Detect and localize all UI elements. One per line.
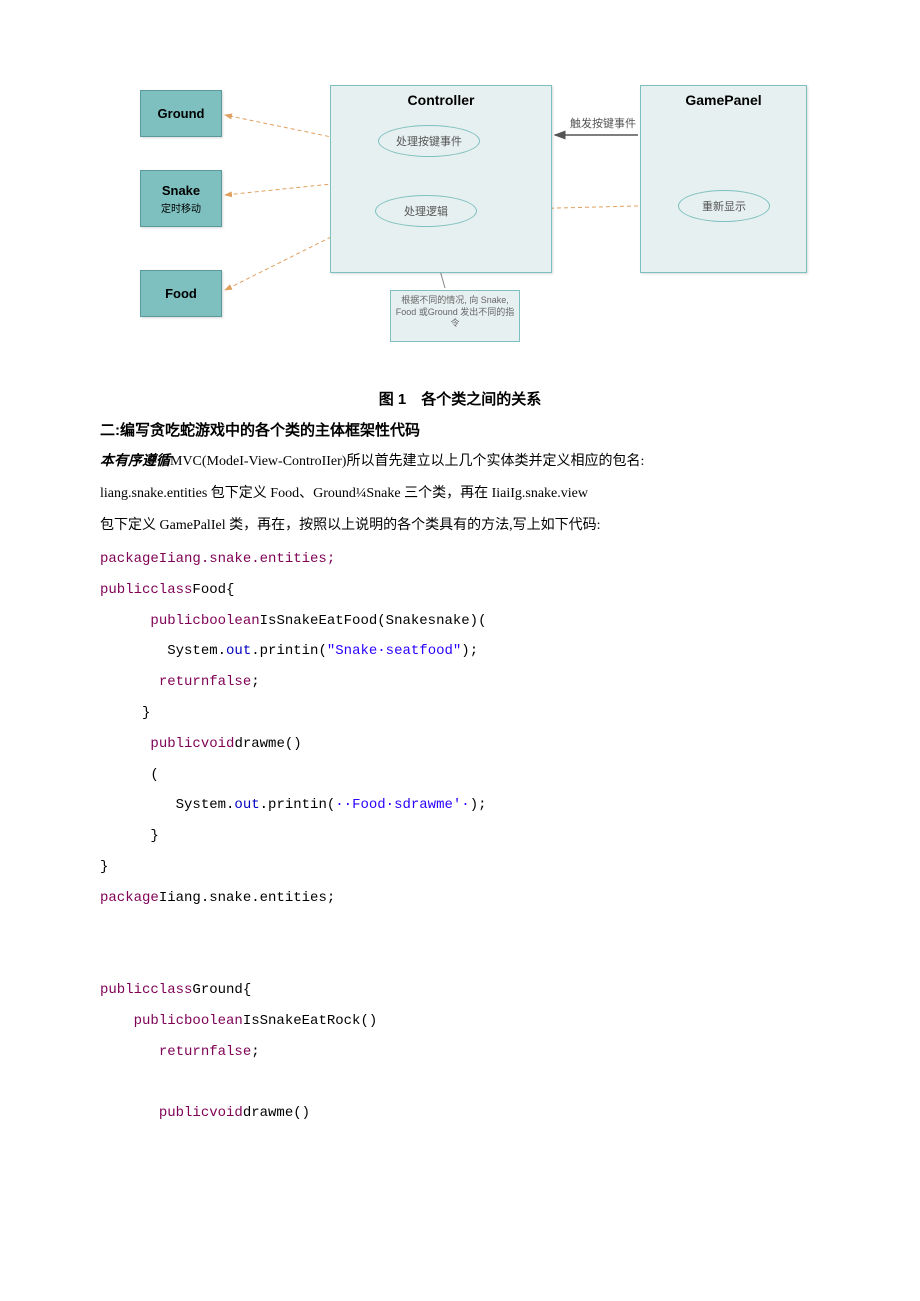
figure-caption: 图 1 各个类之间的关系 bbox=[100, 388, 820, 409]
mvc-diagram: Ground Snake 定时移动 Food Controller 处理按键事件… bbox=[100, 80, 820, 380]
para-1-italic: 本有序遵循 bbox=[100, 454, 170, 469]
ellipse-handle-logic: 处理逻辑 bbox=[375, 195, 477, 227]
kw-package: packageIiang.snake.entities; bbox=[100, 551, 335, 567]
ellipse-redisplay: 重新显示 bbox=[678, 190, 770, 222]
box-food: Food bbox=[140, 270, 222, 317]
section-two-title: 二:编写贪吃蛇游戏中的各个类的主体框架性代码 bbox=[100, 419, 820, 440]
arrow-label-trigger: 触发按键事件 bbox=[570, 115, 636, 131]
box-controller: Controller bbox=[330, 85, 552, 273]
para-2: liang.snake.entities 包下定义 Food、Ground¼Sn… bbox=[100, 480, 820, 508]
box-snake-title: Snake bbox=[162, 183, 200, 198]
gamepanel-title: GamePanel bbox=[685, 92, 761, 108]
code-food-class: packageIiang.snake.entities; publicclass… bbox=[100, 544, 820, 1129]
ellipse-handle-keys: 处理按键事件 bbox=[378, 125, 480, 157]
para-1: 本有序遵循MVC(ModeI-View-ControIIer)所以首先建立以上几… bbox=[100, 448, 820, 476]
para-3: 包下定义 GamePalIel 类，再在，按照以上说明的各个类具有的方法,写上如… bbox=[100, 512, 820, 540]
box-gamepanel: GamePanel bbox=[640, 85, 807, 273]
para-1-rest: MVC(ModeI-View-ControIIer)所以首先建立以上几个实体类并… bbox=[170, 454, 644, 469]
box-snake-sub: 定时移动 bbox=[161, 200, 201, 215]
note-box: 根据不同的情况, 向 Snake, Food 或Ground 发出不同的指令 bbox=[390, 290, 520, 342]
controller-title: Controller bbox=[408, 92, 475, 108]
box-snake: Snake 定时移动 bbox=[140, 170, 222, 227]
box-ground: Ground bbox=[140, 90, 222, 137]
